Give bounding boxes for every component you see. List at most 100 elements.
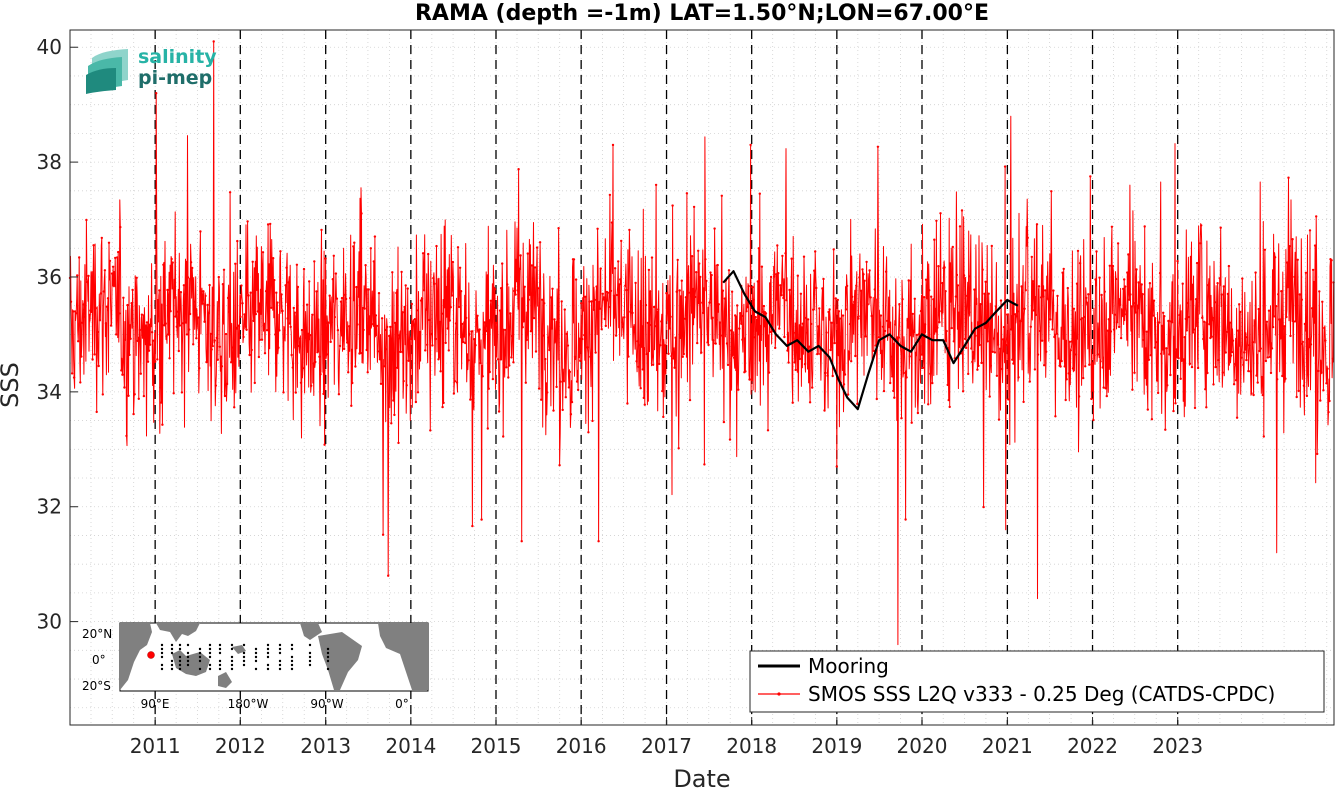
smos-point (276, 301, 279, 304)
smos-point (1223, 306, 1227, 309)
y-ticks: 30 32 34 36 38 40 (37, 35, 78, 634)
smos-point (148, 343, 152, 346)
smos-point (691, 287, 695, 291)
smos-point (883, 329, 887, 333)
smos-point (1096, 353, 1099, 356)
smos-point (1161, 324, 1164, 328)
smos-point (997, 418, 1001, 421)
smos-point (1121, 314, 1124, 317)
smos-point (888, 325, 891, 329)
smos-point (860, 289, 863, 292)
smos-point (1251, 341, 1254, 344)
smos-point (681, 355, 684, 358)
smos-point (909, 334, 912, 337)
inset-mooring-dot (208, 667, 212, 671)
smos-point (1269, 371, 1273, 375)
smos-point (1143, 225, 1146, 228)
smos-point (1123, 278, 1126, 281)
smos-point (818, 307, 821, 310)
smos-point (1303, 322, 1307, 326)
smos-point (1233, 362, 1237, 366)
smos-point (1299, 342, 1303, 346)
smos-point (365, 348, 368, 352)
smos-point (1247, 369, 1250, 373)
smos-point (714, 342, 717, 345)
smos-series-points (68, 40, 1335, 577)
smos-point (931, 381, 934, 385)
smos-point (798, 357, 801, 361)
smos-point (774, 346, 777, 350)
smos-point (171, 261, 174, 264)
smos-point (1020, 285, 1023, 288)
smos-point (221, 283, 225, 286)
smos-point (1158, 271, 1162, 275)
smos-point (1091, 389, 1094, 392)
smos-point (1260, 375, 1264, 379)
smos-point (242, 335, 245, 339)
series-layer (68, 40, 1335, 646)
smos-point (817, 325, 820, 328)
smos-point (811, 386, 814, 389)
smos-point (236, 239, 239, 243)
smos-point (104, 322, 108, 325)
smos-point (854, 354, 857, 358)
smos-point (438, 356, 441, 359)
smos-point (932, 298, 935, 301)
smos-point (453, 380, 457, 383)
smos-point (636, 340, 639, 343)
smos-point (90, 310, 93, 314)
smos-point (1300, 298, 1304, 301)
smos-point (557, 227, 560, 230)
smos-point (793, 361, 796, 364)
smos-point (682, 352, 685, 356)
smos-point (241, 302, 244, 305)
smos-point (1308, 229, 1312, 232)
smos-point (740, 322, 743, 325)
smos-point (829, 348, 832, 352)
smos-point (1292, 320, 1295, 323)
smos-point (1062, 267, 1065, 271)
smos-point (1075, 282, 1079, 285)
smos-point (639, 387, 642, 390)
smos-point (836, 298, 839, 302)
smos-point (99, 292, 103, 295)
inset-mooring-dot (254, 651, 258, 655)
smos-point (117, 250, 120, 254)
smos-point (667, 352, 670, 355)
smos-point (223, 394, 227, 398)
smos-point (1320, 371, 1323, 374)
smos-point (395, 291, 398, 295)
smos-point (412, 324, 416, 327)
smos-point (114, 256, 117, 260)
smos-point (624, 284, 627, 287)
smos-point (864, 335, 867, 338)
smos-point (775, 273, 778, 276)
smos-point (191, 266, 194, 270)
inset-mooring-dot (278, 647, 282, 651)
inset-mooring-dot (326, 667, 330, 671)
smos-point (619, 278, 622, 281)
smos-point (822, 277, 825, 281)
smos-point (335, 297, 339, 300)
smos-point (508, 364, 511, 367)
smos-point (1201, 316, 1204, 319)
smos-point (869, 296, 872, 299)
smos-point (209, 332, 212, 336)
smos-point (1154, 341, 1158, 344)
smos-point (503, 364, 506, 367)
smos-point (1017, 376, 1020, 379)
smos-point (474, 344, 477, 347)
smos-point (914, 351, 917, 354)
smos-point (742, 314, 745, 318)
smos-point (1001, 338, 1005, 341)
smos-point (1290, 291, 1293, 294)
smos-point (1312, 280, 1316, 284)
smos-point (105, 305, 109, 308)
smos-point (884, 270, 888, 273)
smos-point (1141, 293, 1144, 296)
smos-point (339, 300, 343, 303)
smos-point (1237, 329, 1240, 332)
smos-point (1048, 299, 1051, 302)
smos-point (973, 288, 976, 291)
smos-point (902, 371, 905, 375)
